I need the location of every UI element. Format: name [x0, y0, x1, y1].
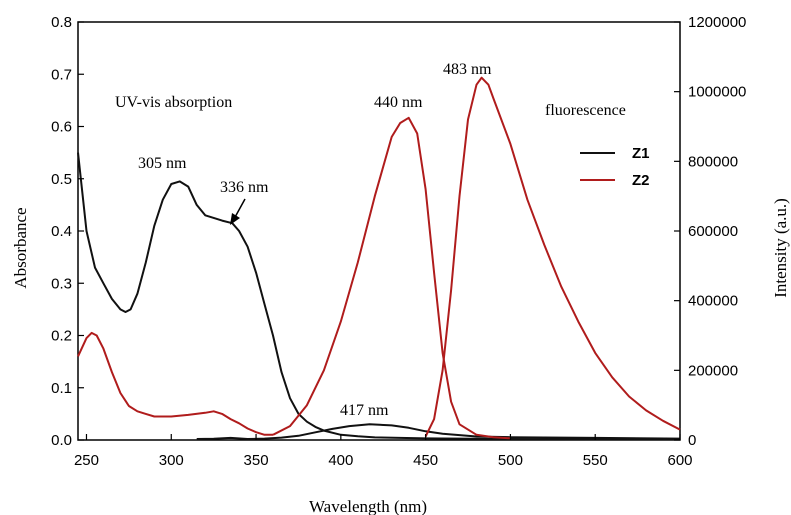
y-left-tick-label: 0.4 [51, 223, 72, 240]
series-line-1 [196, 423, 681, 440]
x-tick-label: 500 [498, 452, 523, 469]
y-left-tick-label: 0.0 [51, 432, 72, 449]
peak-label-305: 305 nm [138, 155, 187, 172]
plot-frame-layer [77, 21, 681, 441]
y-left-tick-label: 0.3 [51, 275, 72, 292]
y-right-tick-label: 400000 [688, 293, 738, 310]
series-line-4 [424, 76, 681, 437]
y-left-tick-label: 0.6 [51, 119, 72, 136]
legend-label-z2: Z2 [632, 172, 650, 189]
x-tick-label: 250 [74, 452, 99, 469]
x-tick-label: 400 [328, 452, 353, 469]
y-left-tick-label: 0.7 [51, 66, 72, 83]
x-tick-label: 600 [667, 452, 692, 469]
y-right-tick-label: 1000000 [688, 84, 746, 101]
peak-336-arrow [230, 198, 246, 225]
peak-label-336: 336 nm [220, 179, 269, 196]
peak-label-440: 440 nm [374, 94, 423, 111]
y-left-tick-label: 0.8 [51, 14, 72, 31]
y-axis-right-title: Intensity (a.u.) [771, 198, 790, 298]
series-line-3 [272, 116, 511, 440]
y-left-tick-label: 0.5 [51, 171, 72, 188]
x-tick-label: 350 [244, 452, 269, 469]
y-right-tick-label: 1200000 [688, 14, 746, 31]
ticks-layer: 250 300 350 400 450 500 550 600 0.0 0.1 0.2 0.3 0.4 0… [51, 14, 746, 469]
x-axis-title: Wavelength (nm) [309, 497, 427, 515]
y-right-tick-label: 600000 [688, 223, 738, 240]
y-right-tick-label: 200000 [688, 362, 738, 379]
uv-vis-label: UV-vis absorption [115, 94, 232, 111]
y-right-tick-label: 800000 [688, 153, 738, 170]
y-right-tick-label: 0 [688, 432, 696, 449]
y-left-tick-label: 0.2 [51, 328, 72, 345]
x-tick-label: 550 [583, 452, 608, 469]
x-tick-label: 300 [159, 452, 184, 469]
series-line-0 [77, 152, 680, 441]
legend-title: fluorescence [545, 102, 626, 119]
plot-frame [77, 21, 681, 441]
y-left-tick-label: 0.1 [51, 380, 72, 397]
series-layer [77, 76, 681, 441]
x-tick-label: 450 [413, 452, 438, 469]
peak-label-417: 417 nm [340, 402, 389, 419]
series-line-2 [77, 331, 273, 436]
legend-label-z1: Z1 [632, 145, 650, 162]
y-axis-left-title: Absorbance [11, 207, 30, 288]
legend: Z1 Z2 [580, 145, 650, 189]
peak-label-483: 483 nm [443, 61, 492, 78]
